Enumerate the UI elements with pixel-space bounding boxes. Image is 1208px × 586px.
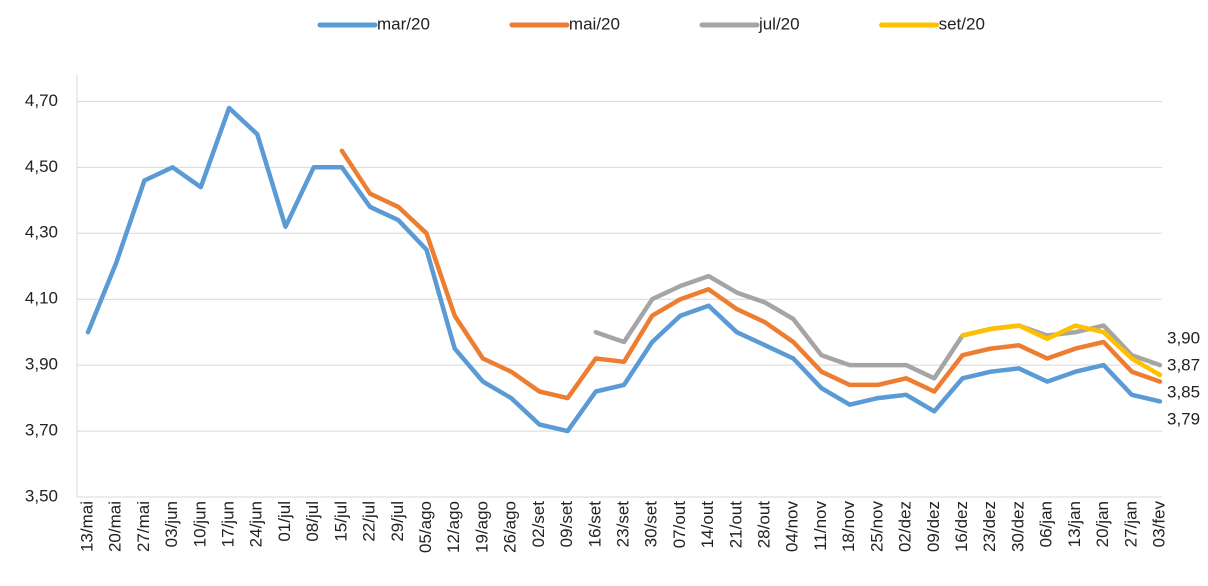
y-tick-label: 3,90 xyxy=(25,355,58,374)
x-tick-label: 16/set xyxy=(585,501,604,548)
x-tick-label: 22/jul xyxy=(360,501,379,542)
y-tick-label: 4,10 xyxy=(25,289,58,308)
value-label: 3,90 xyxy=(1167,329,1200,348)
legend-label: jul/20 xyxy=(758,14,800,33)
x-tick-label: 14/out xyxy=(698,501,717,549)
x-tick-label: 13/jan xyxy=(1065,501,1084,547)
y-tick-label: 4,70 xyxy=(25,91,58,110)
x-tick-label: 15/jul xyxy=(331,501,350,542)
x-tick-label: 02/set xyxy=(529,501,548,548)
x-tick-label: 27/mai xyxy=(134,501,153,552)
x-tick-label: 08/jul xyxy=(303,501,322,542)
x-tick-label: 09/set xyxy=(557,501,576,548)
x-tick-label: 02/dez xyxy=(896,501,915,552)
x-tick-label: 13/mai xyxy=(77,501,96,552)
x-tick-label: 23/set xyxy=(613,501,632,548)
x-tick-label: 20/mai xyxy=(106,501,125,552)
x-tick-label: 21/out xyxy=(726,501,745,549)
x-tick-label: 03/jun xyxy=(162,501,181,547)
x-tick-label: 12/ago xyxy=(444,501,463,553)
x-tick-label: 09/dez xyxy=(924,501,943,552)
value-label: 3,85 xyxy=(1167,383,1200,402)
y-tick-label: 4,50 xyxy=(25,157,58,176)
x-tick-label: 29/jul xyxy=(388,501,407,542)
x-tick-label: 20/jan xyxy=(1093,501,1112,547)
x-tick-label: 24/jun xyxy=(247,501,266,547)
series-line xyxy=(85,105,1163,434)
x-tick-label: 04/nov xyxy=(783,501,802,553)
x-tick-label: 07/out xyxy=(670,501,689,549)
x-tick-label: 30/set xyxy=(642,501,661,548)
legend-label: mai/20 xyxy=(569,14,620,33)
x-tick-label: 27/jan xyxy=(1121,501,1140,547)
x-tick-label: 30/dez xyxy=(1008,501,1027,552)
y-tick-label: 3,50 xyxy=(25,486,58,505)
x-tick-label: 28/out xyxy=(755,501,774,549)
x-tick-label: 23/dez xyxy=(980,501,999,552)
x-tick-label: 10/jun xyxy=(190,501,209,547)
x-tick-label: 16/dez xyxy=(952,501,971,552)
series-line xyxy=(339,148,1163,401)
x-tick-label: 11/nov xyxy=(811,501,830,551)
y-tick-label: 4,30 xyxy=(25,223,58,242)
x-tick-label: 26/ago xyxy=(501,501,520,553)
x-tick-label: 19/ago xyxy=(472,501,491,553)
x-tick-label: 01/jul xyxy=(275,501,294,542)
x-tick-label: 18/nov xyxy=(839,501,858,553)
value-label: 3,87 xyxy=(1167,356,1200,375)
value-label: 3,79 xyxy=(1167,410,1200,429)
series-line xyxy=(960,323,1163,378)
series-line xyxy=(593,273,1163,381)
x-tick-label: 03/fev xyxy=(1149,501,1168,548)
legend-label: set/20 xyxy=(939,14,985,33)
legend-label: mar/20 xyxy=(377,14,430,33)
x-tick-label: 05/ago xyxy=(416,501,435,553)
x-tick-label: 17/jun xyxy=(219,501,238,547)
x-tick-label: 06/jan xyxy=(1037,501,1056,547)
y-tick-label: 3,70 xyxy=(25,421,58,440)
x-tick-label: 25/nov xyxy=(867,501,886,553)
